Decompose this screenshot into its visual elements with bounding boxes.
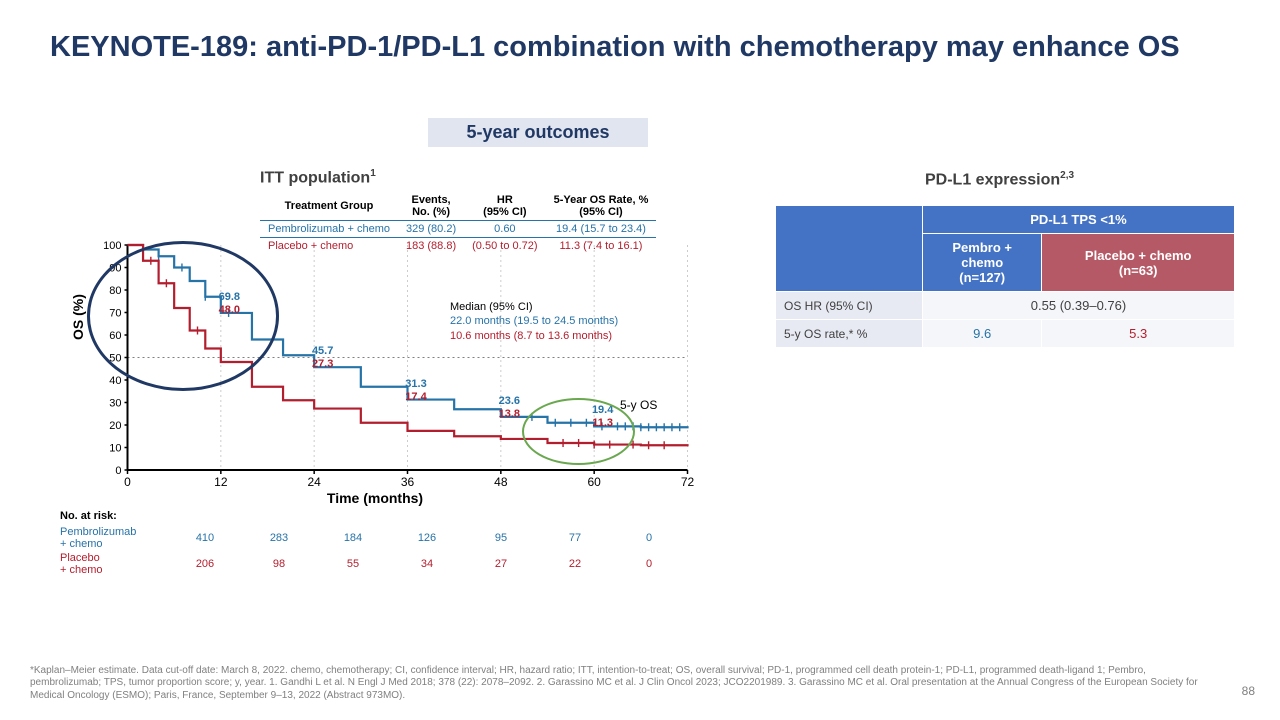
svg-text:100: 100 (103, 240, 121, 252)
val-pembro: 23.6 (489, 395, 529, 407)
itt-sup: 1 (370, 168, 376, 179)
svg-text:72: 72 (681, 475, 695, 489)
slide-title: KEYNOTE-189: anti-PD-1/PD-L1 combination… (50, 30, 1200, 65)
median-title: Median (95% CI) (450, 301, 533, 313)
banner-5year: 5-year outcomes (428, 118, 648, 147)
stat-table: Treatment GroupEvents,No. (%)HR(95% CI)5… (260, 192, 656, 254)
annotation-oval (522, 398, 635, 465)
median-pembro: 22.0 months (19.5 to 24.5 months) (450, 314, 618, 328)
pdl1-title-text: PD-L1 expression (925, 171, 1060, 188)
val-pembro: 45.7 (303, 345, 343, 357)
footnote: *Kaplan–Meier estimate. Data cut-off dat… (30, 665, 1200, 703)
annotation-circle (87, 241, 280, 391)
val-placebo: 13.8 (489, 408, 529, 420)
risk-title: No. at risk: (60, 510, 117, 522)
svg-text:60: 60 (587, 475, 601, 489)
svg-text:0: 0 (115, 465, 121, 477)
median-block: Median (95% CI) 22.0 months (19.5 to 24.… (450, 300, 618, 343)
svg-text:40: 40 (109, 375, 121, 387)
svg-text:10: 10 (109, 443, 121, 455)
val-placebo: 17.4 (396, 391, 436, 403)
page-number: 88 (1242, 684, 1255, 698)
pdl1-table: PD-L1 TPS <1%Pembro +chemo(n=127)Placebo… (775, 205, 1235, 348)
svg-text:48: 48 (494, 475, 508, 489)
svg-text:24: 24 (307, 475, 321, 489)
svg-text:12: 12 (214, 475, 228, 489)
svg-text:30: 30 (109, 398, 121, 410)
svg-text:36: 36 (401, 475, 415, 489)
fivey-os-label: 5-y OS (620, 398, 657, 412)
val-pembro: 31.3 (396, 378, 436, 390)
svg-text:0: 0 (124, 475, 131, 489)
svg-text:20: 20 (109, 420, 121, 432)
itt-title-text: ITT population (260, 169, 370, 186)
pdl1-title: PD-L1 expression2,3 (925, 170, 1074, 189)
pdl1-sup: 2,3 (1060, 170, 1074, 181)
slide: { "title": "KEYNOTE-189: anti-PD-1/PD-L1… (0, 0, 1280, 720)
median-placebo: 10.6 months (8.7 to 13.6 months) (450, 329, 618, 343)
risk-table: Pembrolizumab+ chemo41028318412695770Pla… (60, 525, 686, 577)
itt-title: ITT population1 (260, 168, 376, 187)
val-placebo: 27.3 (303, 358, 343, 370)
